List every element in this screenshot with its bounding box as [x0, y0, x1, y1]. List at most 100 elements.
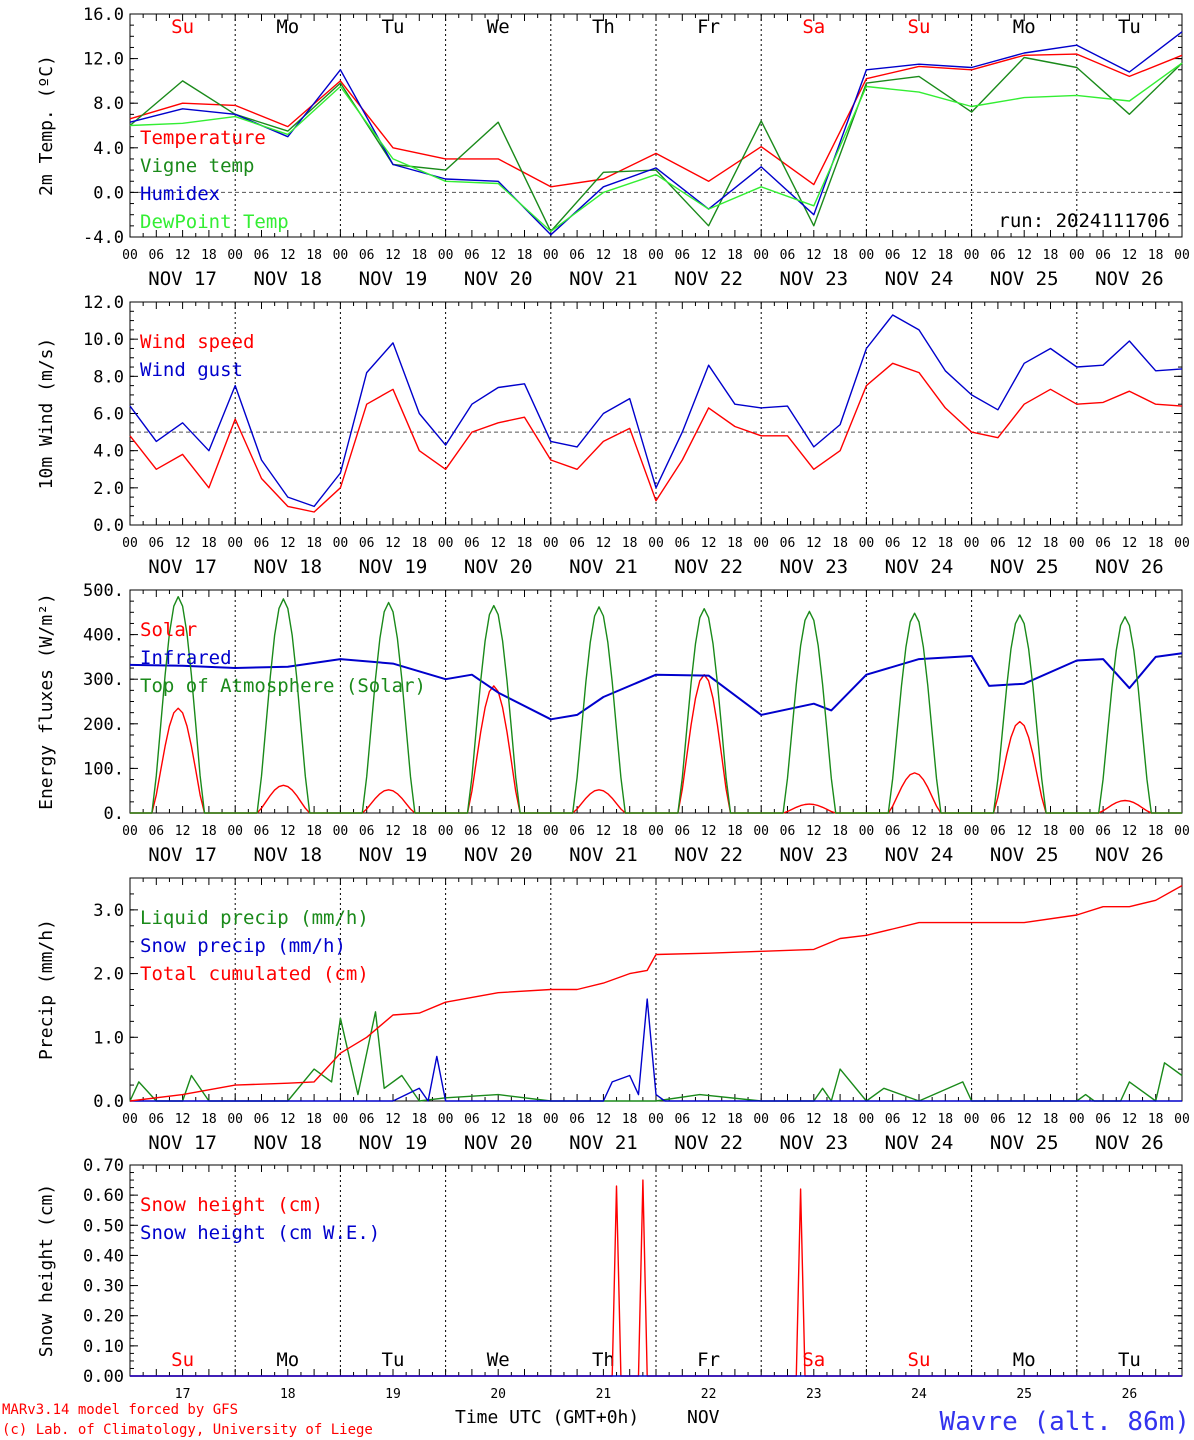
hour-tick-label: 18 [832, 536, 848, 551]
hour-tick-label: 00 [859, 248, 875, 263]
hour-tick-label: 06 [1095, 536, 1111, 551]
hour-tick-label: 12 [280, 1112, 296, 1127]
hour-tick-label: 18 [1043, 248, 1059, 263]
weekday-label: Mo [1013, 1349, 1036, 1371]
date-label: NOV 23 [779, 844, 848, 866]
date-label: NOV 22 [674, 556, 743, 578]
y-tick-label: 10.0 [83, 330, 124, 350]
hour-tick-label: 12 [1122, 248, 1138, 263]
day-number-label: 20 [490, 1387, 506, 1402]
series-line-1 [129, 314, 1183, 508]
date-label: NOV 17 [148, 844, 217, 866]
hour-tick-label: 18 [832, 248, 848, 263]
hour-tick-label: 18 [411, 248, 427, 263]
date-label: NOV 24 [885, 556, 954, 578]
hour-tick-label: 00 [333, 248, 349, 263]
hour-tick-label: 00 [438, 824, 454, 839]
date-label: NOV 23 [779, 556, 848, 578]
hour-tick-label: 00 [543, 248, 559, 263]
hour-tick-label: 18 [517, 536, 533, 551]
hour-tick-label: 12 [1122, 1112, 1138, 1127]
date-label: NOV 17 [148, 556, 217, 578]
weekday-label: Fr [697, 1349, 720, 1371]
day-number-label: 21 [596, 1387, 612, 1402]
legend-entry: Snow height (cm W.E.) [140, 1222, 380, 1244]
hour-tick-label: 06 [990, 1112, 1006, 1127]
hour-tick-label: 18 [201, 248, 217, 263]
y-tick-label: 0.60 [83, 1186, 124, 1206]
y-tick-label: 3.0 [93, 901, 124, 921]
panel-4: 0.0 1.0 2.0 3.0 Precip (mm/h) 00 06 12 18 00 06 12 1… [36, 877, 1190, 1154]
day-number-label: 18 [280, 1387, 296, 1402]
y-tick-label: 400. [83, 626, 124, 646]
legend-entry: Wind gust [140, 359, 243, 381]
hour-tick-label: 18 [622, 824, 638, 839]
series-line-3 [129, 62, 1183, 233]
y-tick-label: 0.10 [83, 1337, 124, 1357]
hour-tick-label: 00 [859, 824, 875, 839]
date-label: NOV 18 [253, 1132, 322, 1154]
chart-panels: -4.0 0.0 4.0 8.0 12.0 16.0 2m Temp. (ºC) 00 06 12… [36, 5, 1190, 1402]
hour-tick-label: 12 [1016, 1112, 1032, 1127]
hour-tick-label: 12 [385, 536, 401, 551]
hour-tick-label: 18 [306, 536, 322, 551]
hour-tick-label: 12 [701, 536, 717, 551]
hour-tick-label: 00 [964, 1112, 980, 1127]
hour-tick-label: 00 [648, 248, 664, 263]
run-annotation: run: 2024111706 [998, 210, 1170, 232]
hour-tick-label: 18 [517, 1112, 533, 1127]
y-tick-label: 2.0 [93, 479, 124, 499]
day-number-label: 26 [1122, 1387, 1138, 1402]
date-label: NOV 19 [359, 1132, 428, 1154]
hour-tick-label: 18 [937, 824, 953, 839]
hour-tick-label: 06 [885, 536, 901, 551]
weekday-label: Tu [382, 1349, 405, 1371]
weekday-label: Su [908, 1349, 931, 1371]
hour-tick-label: 12 [596, 1112, 612, 1127]
hour-tick-label: 00 [648, 824, 664, 839]
y-tick-label: 6.0 [93, 405, 124, 425]
hour-tick-label: 18 [622, 248, 638, 263]
hour-tick-label: 00 [333, 824, 349, 839]
hour-tick-label: 06 [674, 824, 690, 839]
hour-tick-label: 18 [1148, 536, 1164, 551]
hour-tick-label: 12 [596, 248, 612, 263]
date-label: NOV 25 [990, 556, 1059, 578]
weekday-label: Mo [276, 16, 299, 38]
hour-tick-label: 18 [1148, 1112, 1164, 1127]
y-tick-label: 0.20 [83, 1307, 124, 1327]
hour-tick-label: 00 [543, 824, 559, 839]
hour-tick-label: 06 [1095, 248, 1111, 263]
date-label: NOV 21 [569, 844, 638, 866]
hour-tick-label: 12 [911, 248, 927, 263]
hour-tick-label: 12 [175, 1112, 191, 1127]
hour-tick-label: 06 [780, 536, 796, 551]
day-number-label: 17 [175, 1387, 191, 1402]
y-tick-label: 1.0 [93, 1028, 124, 1048]
hour-tick-label: 18 [937, 536, 953, 551]
panel-5: 0.00 0.10 0.20 0.30 0.40 0.50 0.60 0.70 Snow hei… [36, 1156, 1183, 1402]
hour-tick-label: 18 [517, 824, 533, 839]
series-line-0 [130, 1179, 1182, 1377]
hour-tick-label: 06 [780, 248, 796, 263]
series-line-1 [130, 998, 1182, 1102]
hour-tick-label: 18 [622, 536, 638, 551]
hour-tick-label: 00 [964, 536, 980, 551]
hour-tick-label: 00 [1069, 1112, 1085, 1127]
date-label: NOV 21 [569, 1132, 638, 1154]
y-tick-label: 4.0 [93, 139, 124, 159]
date-label: NOV 25 [990, 268, 1059, 290]
series-line-2 [130, 596, 1182, 814]
y-tick-label: 12.0 [83, 50, 124, 70]
legend-entry: Liquid precip (mm/h) [140, 907, 369, 929]
legend-entry: Snow height (cm) [140, 1194, 323, 1216]
hour-tick-label: 00 [1174, 1112, 1190, 1127]
hour-tick-label: 18 [411, 824, 427, 839]
weekday-label: Su [171, 16, 194, 38]
date-label: NOV 22 [674, 844, 743, 866]
y-tick-label: 8.0 [93, 367, 124, 387]
hour-tick-label: 18 [411, 536, 427, 551]
hour-tick-label: 18 [411, 1112, 427, 1127]
month-label: NOV [687, 1407, 720, 1428]
y-tick-label: 500. [83, 581, 124, 601]
